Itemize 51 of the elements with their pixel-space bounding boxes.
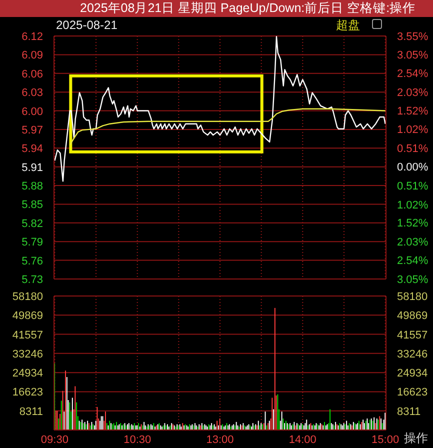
y2-tick-label: 1.52% [397,106,428,118]
x-tick-label: 09:30 [40,434,68,446]
y-tick-label: 5.94 [22,143,43,156]
x-tick-label: 10:30 [124,434,152,446]
y2-tick-label: 0.51% [397,142,428,155]
y-tick-label: 16623 [12,386,43,399]
text: 操作 [404,431,428,445]
y-tick-label: 24934 [12,368,43,380]
y-tick-label: 41557 [12,329,43,342]
y2-tick-label: 41557 [397,329,428,342]
y2-tick-label: 1.02% [397,199,428,212]
y2-tick-label: 3.05% [397,274,428,286]
x-tick-label: 13:00 [206,434,234,446]
y2-tick-label: 2.54% [397,68,428,80]
text: 超盘 [336,18,360,32]
y-tick-label: 6.03 [22,87,43,100]
chart-subtitle: 2025-08-21 [56,18,118,32]
y-tick-label: 5.79 [22,236,43,249]
y2-tick-label: 16623 [397,386,428,399]
y-tick-label: 33246 [12,348,43,360]
x-tick-label: 15:00 [372,434,400,446]
y2-tick-label: 49869 [397,310,428,322]
y2-tick-label: 33246 [397,348,428,360]
y-tick-label: 6.09 [22,50,43,62]
y2-tick-label: 24934 [397,368,428,380]
y2-tick-label: 8311 [397,406,421,418]
y-tick-label: 6.06 [22,68,43,80]
x-tick-label: 14:00 [288,434,316,446]
y2-tick-label: 2.03% [397,236,428,248]
y2-tick-label: 3.55% [397,31,428,43]
y-tick-label: 5.76 [22,255,43,268]
y2-tick-label: 0.00% [397,162,428,174]
y-tick-label: 5.88 [22,180,43,193]
y-tick-label: 6.12 [22,31,43,43]
y2-tick-label: 2.54% [397,255,428,268]
y2-tick-label: 0.51% [397,180,428,192]
y-tick-label: 8311 [19,406,43,418]
y-tick-label: 5.97 [22,124,43,136]
y-tick-label: 58180 [12,291,43,303]
y2-tick-label: 2.03% [397,86,428,99]
y2-tick-label: 1.02% [397,124,428,136]
y2-tick-label: 1.52% [397,218,428,230]
y-tick-label: 5.82 [22,218,43,230]
y-tick-label: 6.00 [22,106,43,118]
y2-tick-label: 3.05% [397,49,428,62]
y-tick-label: 5.85 [22,199,43,212]
y-tick-label: 49869 [12,310,43,322]
y-tick-label: 5.91 [22,162,43,174]
y-tick-label: 5.73 [22,274,43,286]
y2-tick-label: 58180 [397,291,428,303]
chart-title: 2025年08月21日 星期四 PageUp/Down:前后日 空格键:操作 [80,1,416,15]
